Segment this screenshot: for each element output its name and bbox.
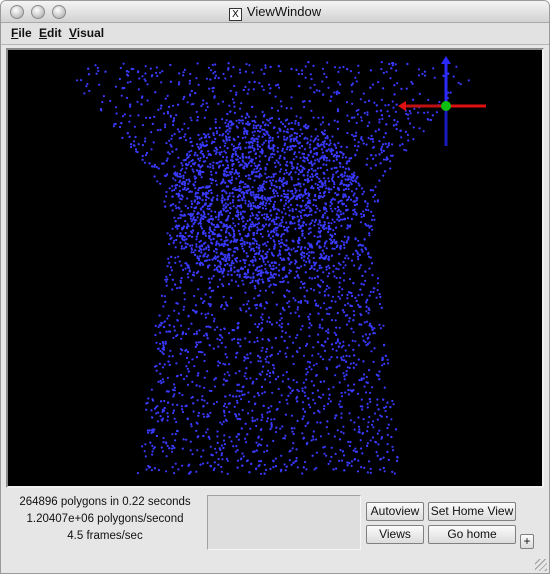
resize-grip-icon[interactable]	[535, 559, 547, 571]
frame-rate-text: 4.5 frames/sec	[67, 530, 143, 542]
viewport-background	[8, 50, 542, 486]
empty-panel	[207, 495, 361, 550]
axis-gizmo[interactable]	[398, 56, 486, 146]
menu-file[interactable]: File	[11, 26, 32, 40]
window-title: ViewWindow	[246, 4, 322, 19]
expand-plus-button[interactable]: +	[520, 534, 534, 549]
menu-bar: File Edit Visual	[1, 23, 549, 45]
views-button[interactable]: Views	[366, 525, 424, 544]
minimize-window-button[interactable]	[31, 5, 45, 19]
axis-x-arrowhead	[398, 101, 406, 111]
window-title-group: X ViewWindow	[1, 4, 549, 21]
autoview-button[interactable]: Autoview	[366, 502, 424, 521]
title-bar[interactable]: X ViewWindow	[1, 1, 549, 23]
axis-origin-marker	[441, 101, 451, 111]
menu-edit[interactable]: Edit	[39, 26, 62, 40]
close-window-button[interactable]	[10, 5, 24, 19]
render-viewport[interactable]	[8, 50, 542, 486]
polygon-rate-text: 1.20407e+06 polygons/second	[26, 513, 184, 525]
render-stats: 264896 polygons in 0.22 seconds 1.20407e…	[9, 494, 201, 545]
set-home-view-button[interactable]: Set Home View	[428, 502, 516, 521]
axis-y-arrowhead	[441, 56, 451, 64]
zoom-window-button[interactable]	[52, 5, 66, 19]
render-viewport-frame	[6, 48, 544, 488]
go-home-button[interactable]: Go home	[428, 525, 516, 544]
x11-app-icon: X	[228, 8, 242, 21]
polygon-count-text: 264896 polygons in 0.22 seconds	[19, 496, 191, 508]
point-cloud	[76, 61, 470, 475]
menu-visual[interactable]: Visual	[69, 26, 105, 40]
